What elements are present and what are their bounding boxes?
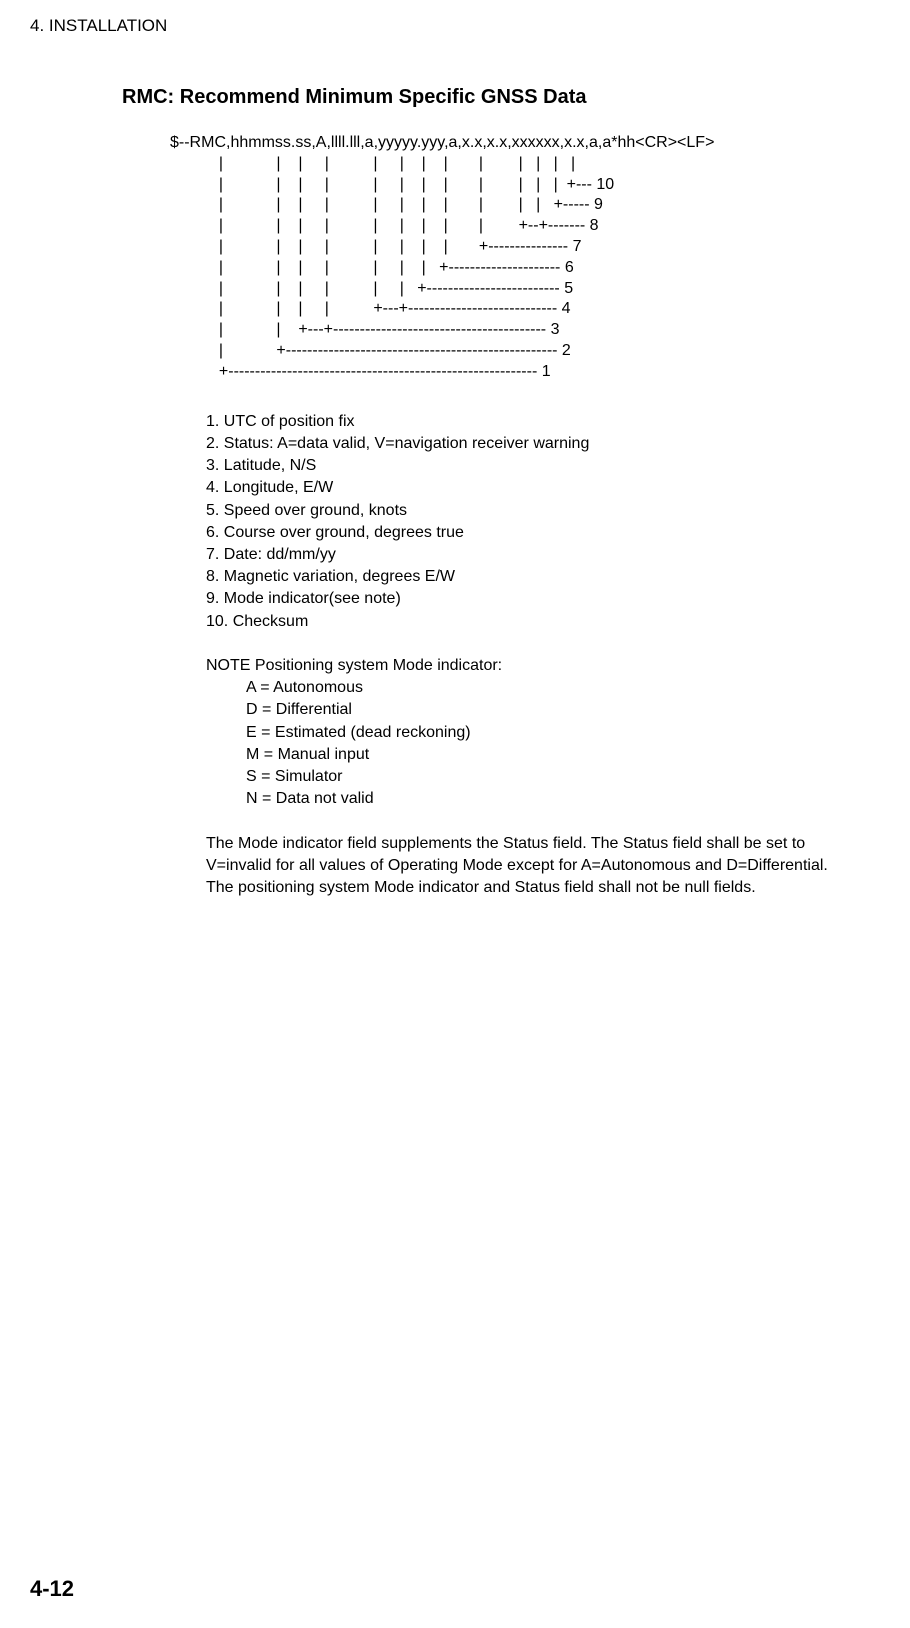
mode-list: A = Autonomous D = Differential E = Esti… — [246, 677, 880, 810]
field-desc-2: 2. Status: A=data valid, V=navigation re… — [206, 433, 880, 455]
note-heading: NOTE Positioning system Mode indicator: — [206, 655, 880, 677]
mode-s: S = Simulator — [246, 766, 880, 788]
mode-a: A = Autonomous — [246, 677, 880, 699]
field-desc-4: 4. Longitude, E/W — [206, 477, 880, 499]
note-block: NOTE Positioning system Mode indicator: … — [206, 655, 880, 811]
field-desc-3: 3. Latitude, N/S — [206, 455, 880, 477]
field-desc-8: 8. Magnetic variation, degrees E/W — [206, 566, 880, 588]
descriptions-block: 1. UTC of position fix 2. Status: A=data… — [206, 411, 880, 900]
field-desc-10: 10. Checksum — [206, 611, 880, 633]
field-desc-7: 7. Date: dd/mm/yy — [206, 544, 880, 566]
page: 4. INSTALLATION RMC: Recommend Minimum S… — [0, 0, 910, 899]
mode-d: D = Differential — [246, 699, 880, 721]
mode-e: E = Estimated (dead reckoning) — [246, 722, 880, 744]
sentence-diagram: $--RMC,hhmmss.ss,A,llll.lll,a,yyyyy.yyy,… — [170, 133, 880, 383]
field-desc-9: 9. Mode indicator(see note) — [206, 588, 880, 610]
mode-m: M = Manual input — [246, 744, 880, 766]
section-title: RMC: Recommend Minimum Specific GNSS Dat… — [122, 86, 880, 109]
chapter-heading: 4. INSTALLATION — [30, 16, 880, 36]
field-desc-5: 5. Speed over ground, knots — [206, 500, 880, 522]
field-desc-6: 6. Course over ground, degrees true — [206, 522, 880, 544]
mode-n: N = Data not valid — [246, 788, 880, 810]
page-number: 4-12 — [30, 1576, 74, 1602]
field-desc-1: 1. UTC of position fix — [206, 411, 880, 433]
explanation-paragraph: The Mode indicator field supplements the… — [206, 833, 846, 900]
